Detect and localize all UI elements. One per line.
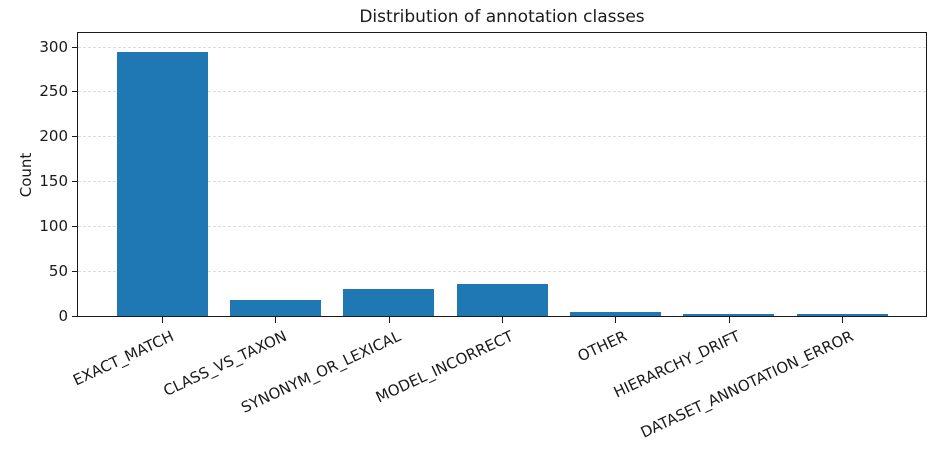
- bar-dataset_annotation_error: [796, 314, 888, 316]
- y-tick-label-200: 200: [39, 127, 68, 146]
- x-tick-mark-2: [388, 317, 390, 323]
- y-tick-label-100: 100: [39, 217, 68, 236]
- y-tick-mark-150: [72, 181, 78, 183]
- bar-hierarchy_drift: [683, 314, 775, 316]
- bar-other: [569, 311, 661, 316]
- chart-title: Distribution of annotation classes: [359, 7, 645, 27]
- y-tick-mark-250: [72, 91, 78, 93]
- x-tick-mark-5: [728, 317, 730, 323]
- y-tick-mark-0: [72, 316, 78, 317]
- x-tick-label-dataset_annotation_error: DATASET_ANNOTATION_ERROR: [638, 327, 857, 442]
- x-tick-label-other: OTHER: [575, 327, 630, 366]
- gridline-100: [78, 226, 926, 228]
- y-tick-mark-100: [72, 226, 78, 228]
- y-tick-label-150: 150: [39, 172, 68, 191]
- x-tick-mark-4: [615, 317, 617, 323]
- x-tick-label-exact_match: EXACT_MATCH: [70, 327, 177, 390]
- x-tick-mark-6: [842, 317, 843, 323]
- bar-exact_match: [116, 51, 208, 316]
- gridline-200: [78, 136, 926, 138]
- y-tick-label-250: 250: [39, 82, 68, 101]
- bar-synonym_or_lexical: [343, 289, 435, 316]
- y-tick-mark-50: [72, 271, 78, 273]
- y-tick-label-0: 0: [58, 307, 68, 325]
- bar-class_vs_taxon: [229, 299, 321, 316]
- y-tick-label-50: 50: [48, 262, 68, 281]
- y-tick-label-300: 300: [39, 37, 68, 56]
- gridline-50: [78, 271, 926, 273]
- gridline-150: [78, 181, 926, 183]
- gridline-250: [78, 91, 926, 93]
- x-tick-mark-3: [502, 317, 503, 323]
- y-tick-mark-300: [72, 46, 78, 48]
- y-tick-mark-200: [72, 136, 78, 138]
- x-tick-mark-0: [162, 317, 163, 323]
- bar-model_incorrect: [456, 283, 548, 316]
- gridline-300: [78, 46, 926, 48]
- x-tick-mark-1: [275, 317, 277, 323]
